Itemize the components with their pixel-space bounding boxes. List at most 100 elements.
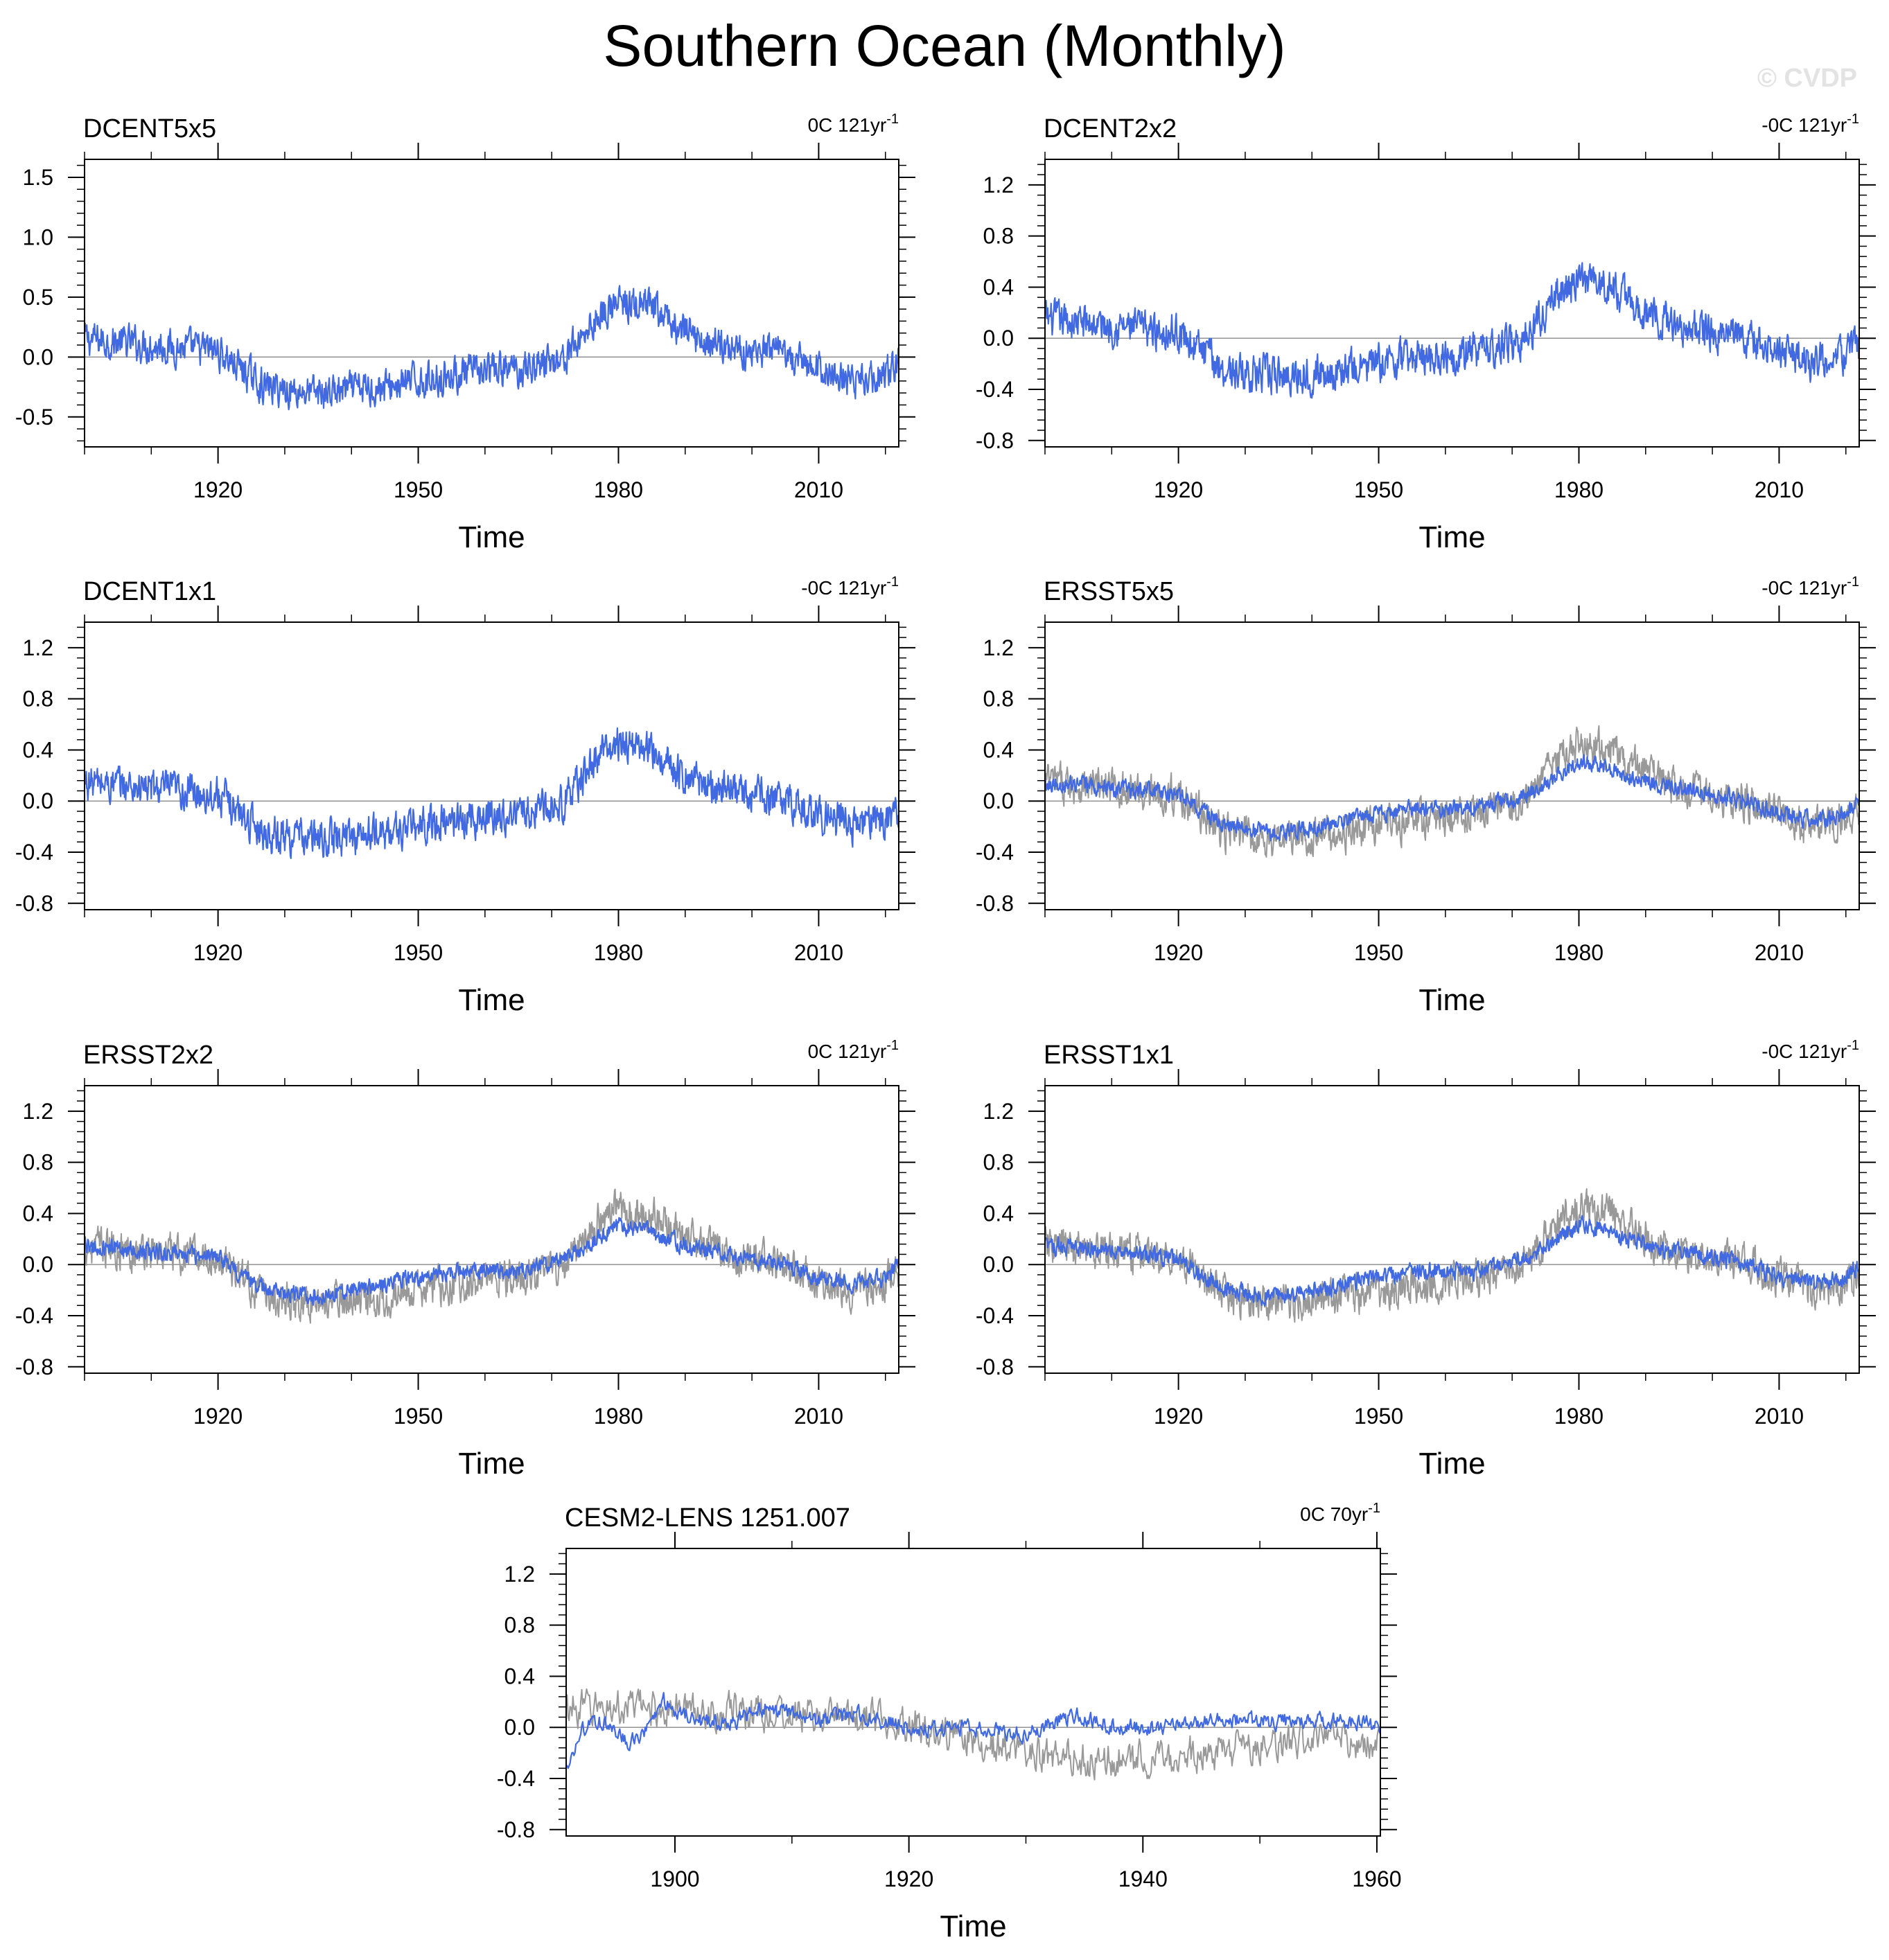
trend-label: 0C 70yr-1 xyxy=(1300,1501,1380,1525)
y-tick-label: -0.8 xyxy=(976,428,1014,453)
y-tick-label: 0.4 xyxy=(983,1201,1014,1226)
x-tick-label: 1940 xyxy=(1118,1866,1168,1891)
x-axis-label: Time xyxy=(1418,1447,1485,1481)
y-tick-label: -0.8 xyxy=(15,891,53,916)
x-axis-label: Time xyxy=(940,1909,1006,1943)
x-tick-label: 1980 xyxy=(594,940,643,965)
plot-frame xyxy=(1044,1085,1860,1374)
y-tick-label: -0.4 xyxy=(497,1766,535,1791)
series-line xyxy=(85,727,899,860)
panel-title: DCENT1x1 xyxy=(83,577,216,606)
y-tick-label: -0.8 xyxy=(976,1354,1014,1379)
y-tick-label: 1.5 xyxy=(23,165,53,190)
x-tick-label: 1920 xyxy=(1154,477,1203,502)
y-tick-label: 1.0 xyxy=(23,224,53,249)
y-tick-label: 0.8 xyxy=(504,1613,535,1638)
x-tick-label: 1920 xyxy=(1154,1404,1203,1429)
x-tick-label: 1980 xyxy=(594,477,643,502)
plot-frame xyxy=(1044,159,1860,448)
y-tick-label: -0.8 xyxy=(976,891,1014,916)
x-tick-label: 1960 xyxy=(1352,1866,1401,1891)
x-tick-label: 1980 xyxy=(1554,940,1604,965)
y-tick-label: -0.4 xyxy=(976,1303,1014,1328)
series-line xyxy=(85,1188,899,1324)
figure-title: Southern Ocean (Monthly) xyxy=(603,13,1286,78)
x-tick-label: 2010 xyxy=(1755,477,1804,502)
y-tick-label: 0.8 xyxy=(983,687,1014,712)
y-tick-label: 0.8 xyxy=(983,224,1014,249)
x-axis-label: Time xyxy=(458,520,525,554)
panel-5: -0.8 -0.4 0.0 0.4 0.8 1.2 1920 1950 1980 2010 Time… xyxy=(15,1038,915,1481)
series-line xyxy=(1045,754,1859,842)
y-tick-label: 0.8 xyxy=(983,1150,1014,1175)
panel-title: ERSST5x5 xyxy=(1044,577,1174,606)
y-tick-label: -0.4 xyxy=(15,840,53,865)
y-tick-label: 1.2 xyxy=(23,1099,53,1124)
x-tick-label: 1980 xyxy=(1554,1404,1604,1429)
x-tick-label: 2010 xyxy=(1755,1404,1804,1429)
series-line xyxy=(85,285,899,411)
trend-label: 0C 121yr-1 xyxy=(808,112,899,136)
y-tick-label: 0.4 xyxy=(983,274,1014,299)
y-tick-label: 0.5 xyxy=(23,285,53,310)
y-tick-label: -0.4 xyxy=(15,1303,53,1328)
trend-label: -0C 121yr-1 xyxy=(1761,574,1859,599)
panel-1: -0.5 0.0 0.5 1.0 1.5 1920 1950 1980 2010 Time DCEN… xyxy=(15,112,915,554)
plot-frame xyxy=(1044,621,1860,910)
x-tick-label: 1950 xyxy=(1354,1404,1403,1429)
x-tick-label: 1980 xyxy=(1554,477,1604,502)
y-tick-label: 0.0 xyxy=(23,344,53,369)
y-tick-label: 0.4 xyxy=(23,737,53,762)
y-tick-label: 0.4 xyxy=(983,737,1014,762)
y-tick-label: 0.0 xyxy=(23,788,53,813)
y-tick-label: 0.0 xyxy=(23,1252,53,1277)
panel-title: ERSST2x2 xyxy=(83,1041,213,1070)
series-line xyxy=(1045,1215,1859,1307)
x-tick-label: 2010 xyxy=(794,940,843,965)
watermark: © CVDP xyxy=(1757,64,1857,93)
y-tick-label: 1.2 xyxy=(504,1562,535,1587)
panel-title: DCENT5x5 xyxy=(83,114,216,143)
panel-2: -0.8 -0.4 0.0 0.4 0.8 1.2 1920 1950 1980 2010 Time… xyxy=(976,112,1876,554)
series-line xyxy=(566,1692,1380,1769)
y-tick-label: -0.8 xyxy=(15,1354,53,1379)
y-tick-label: 1.2 xyxy=(983,1099,1014,1124)
trend-label: 0C 121yr-1 xyxy=(808,1038,899,1062)
panel-6: -0.8 -0.4 0.0 0.4 0.8 1.2 1920 1950 1980 2010 Time… xyxy=(976,1038,1876,1481)
x-axis-label: Time xyxy=(1418,520,1485,554)
y-tick-label: 1.2 xyxy=(983,635,1014,660)
x-tick-label: 1920 xyxy=(1154,940,1203,965)
panel-3: -0.8 -0.4 0.0 0.4 0.8 1.2 1920 1950 1980 2010 Time… xyxy=(15,574,915,1017)
x-tick-label: 1950 xyxy=(1354,477,1403,502)
x-tick-label: 1920 xyxy=(193,940,243,965)
x-tick-label: 1950 xyxy=(394,1404,443,1429)
y-tick-label: 0.8 xyxy=(23,687,53,712)
x-tick-label: 2010 xyxy=(794,1404,843,1429)
y-tick-label: -0.8 xyxy=(497,1817,535,1842)
y-tick-label: 0.0 xyxy=(983,1252,1014,1277)
x-axis-label: Time xyxy=(1418,983,1485,1017)
y-tick-label: -0.4 xyxy=(976,840,1014,865)
trend-label: -0C 121yr-1 xyxy=(801,574,899,599)
x-tick-label: 1950 xyxy=(1354,940,1403,965)
y-tick-label: -0.5 xyxy=(15,405,53,430)
panel-7: -0.8 -0.4 0.0 0.4 0.8 1.2 1900 1920 1940 1960 Time… xyxy=(497,1501,1402,1943)
x-tick-label: 1920 xyxy=(193,477,243,502)
y-tick-label: 0.0 xyxy=(983,326,1014,351)
x-tick-label: 1920 xyxy=(884,1866,933,1891)
trend-label: -0C 121yr-1 xyxy=(1761,112,1859,136)
x-tick-label: 1980 xyxy=(594,1404,643,1429)
x-tick-label: 2010 xyxy=(1755,940,1804,965)
panel-title: ERSST1x1 xyxy=(1044,1041,1174,1070)
y-tick-label: 1.2 xyxy=(983,173,1014,197)
x-tick-label: 1950 xyxy=(394,940,443,965)
x-tick-label: 2010 xyxy=(794,477,843,502)
panel-title: CESM2-LENS 1251.007 xyxy=(565,1503,850,1533)
panel-title: DCENT2x2 xyxy=(1044,114,1177,143)
y-tick-label: 0.0 xyxy=(504,1715,535,1740)
y-tick-label: 1.2 xyxy=(23,635,53,660)
y-tick-label: -0.4 xyxy=(976,377,1014,402)
x-tick-label: 1950 xyxy=(394,477,443,502)
x-tick-label: 1900 xyxy=(650,1866,699,1891)
